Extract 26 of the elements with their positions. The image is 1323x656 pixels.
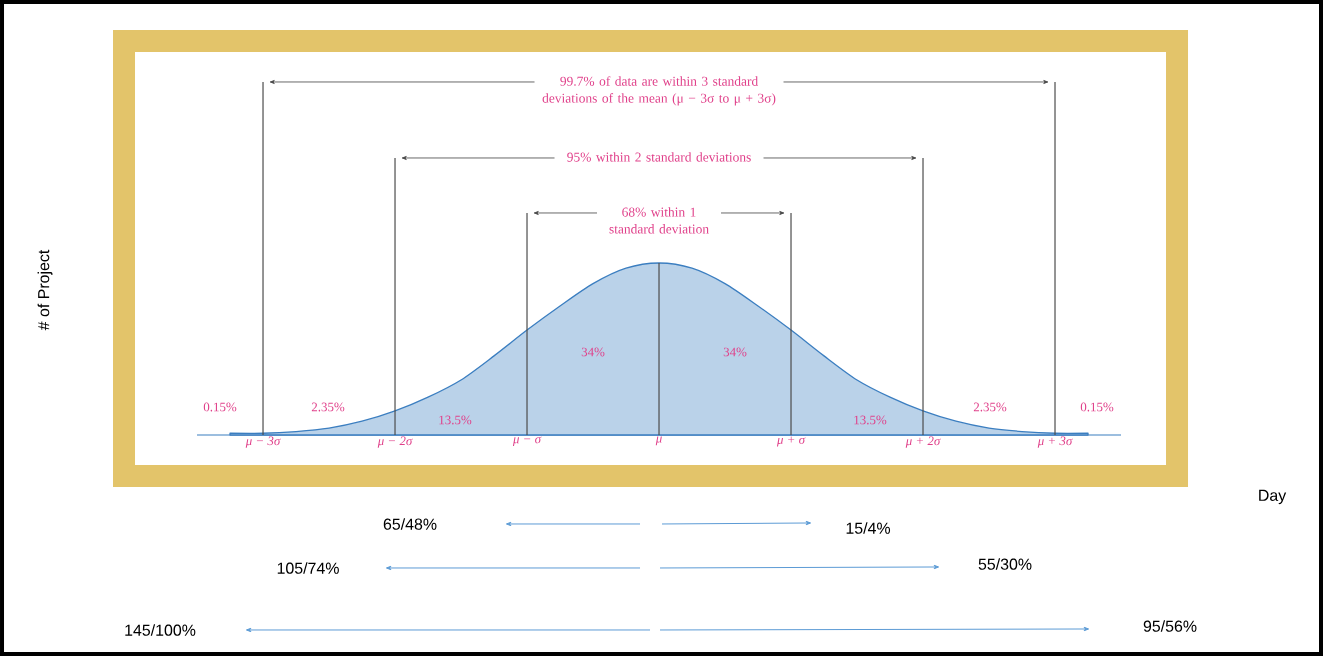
text: 95% within 2 standard deviations xyxy=(567,152,751,162)
text: 95/56% xyxy=(1143,620,1197,632)
annotation: 0.15% xyxy=(1080,402,1114,412)
text: 55/30% xyxy=(978,558,1032,570)
text: 99.7% of data are within 3 standard deviations of the mean (μ − 3σ to μ + 3σ) xyxy=(542,76,776,106)
x-tick-label: μ xyxy=(655,436,662,446)
annotation: 13.5% xyxy=(439,415,472,425)
annotation: 13.5% xyxy=(854,415,887,425)
annotation: 2.35% xyxy=(311,402,345,412)
x-tick-label: μ − σ xyxy=(512,436,542,446)
text: 65/48% xyxy=(383,518,437,530)
x-tick-label: μ + 2σ xyxy=(905,436,941,448)
annotation: 2.35% xyxy=(973,402,1007,412)
text: # of Project xyxy=(37,249,53,331)
x-tick-label: μ − 3σ xyxy=(245,436,281,448)
annotation: 34% xyxy=(723,347,747,357)
annotation: 34% xyxy=(581,347,605,357)
text: 145/100% xyxy=(125,624,196,636)
annotation: 0.15% xyxy=(203,402,237,412)
text: 105/74% xyxy=(277,562,339,574)
x-tick-label: μ + 3σ xyxy=(1037,436,1073,448)
x-tick-label: μ + σ xyxy=(776,436,806,447)
text: 15/4% xyxy=(846,522,891,534)
text: Day xyxy=(1259,489,1287,505)
x-tick-label: μ − 2σ xyxy=(377,436,413,448)
text: 68% within 1 standard deviation xyxy=(609,207,709,234)
